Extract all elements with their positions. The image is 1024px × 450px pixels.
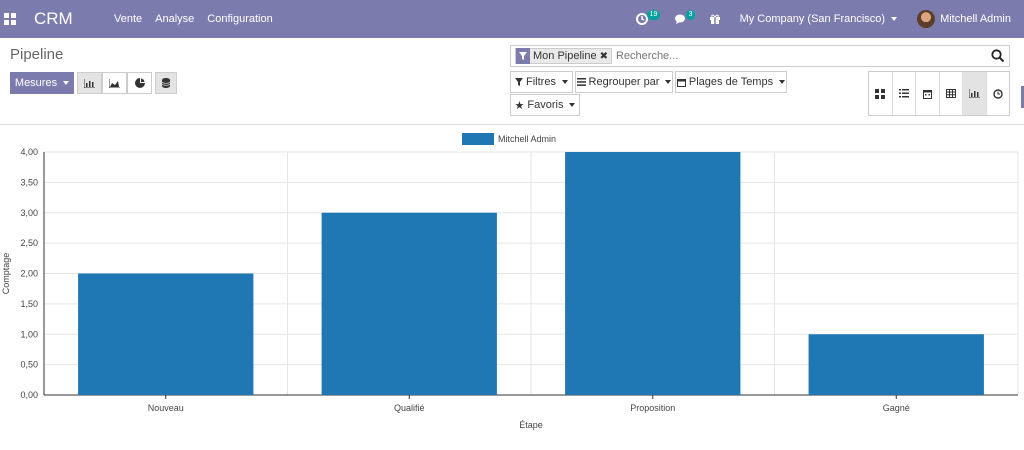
filter-icon — [516, 48, 530, 64]
y-tick-label: 4,00 — [20, 147, 38, 157]
gift-icon — [709, 14, 720, 24]
company-switcher[interactable]: My Company (San Francisco) — [740, 0, 898, 38]
pie-chart-mode-button[interactable] — [127, 72, 152, 94]
apps-menu-icon[interactable] — [4, 13, 16, 25]
bar-chart-mode-button[interactable] — [77, 72, 102, 94]
company-name: My Company (San Francisco) — [739, 13, 886, 25]
groupby-dropdown[interactable]: Regrouper par — [575, 71, 673, 93]
kanban-icon — [875, 88, 886, 99]
y-tick-label: 1,00 — [20, 329, 38, 339]
calendar-icon — [676, 78, 686, 87]
graph-view-button[interactable] — [963, 72, 987, 115]
breadcrumb: Pipeline — [10, 46, 64, 63]
bars-icon — [576, 78, 586, 86]
x-tick-label: Nouveau — [148, 403, 184, 413]
pie-chart-icon — [134, 78, 145, 88]
top-navbar: CRM Vente Analyse Configuration 19 3 My … — [0, 0, 1024, 38]
legend-label: Mitchell Admin — [498, 134, 556, 144]
user-avatar[interactable] — [917, 10, 936, 28]
messages-menu[interactable]: 3 — [674, 0, 699, 38]
search-bar: Mon Pipeline ✖ — [510, 45, 1010, 67]
y-axis-label: Comptage — [1, 253, 11, 295]
bar-chart-icon — [84, 78, 95, 88]
activities-menu[interactable]: 19 — [635, 0, 661, 38]
caret-down-icon — [63, 81, 70, 85]
calendar-icon — [922, 89, 932, 99]
star-icon: ★ — [514, 99, 525, 112]
bar-chart-icon — [968, 89, 980, 98]
messages-badge: 3 — [685, 10, 696, 20]
menu-item-analyse[interactable]: Analyse — [155, 13, 195, 25]
table-icon — [945, 89, 956, 98]
caret-down-icon — [569, 103, 576, 107]
bar-2 — [565, 152, 741, 395]
menu-item-vente[interactable]: Vente — [114, 13, 143, 25]
main-menu: Vente Analyse Configuration — [114, 13, 273, 25]
search-icon[interactable] — [991, 49, 1005, 63]
y-tick-label: 1,50 — [20, 299, 38, 309]
x-tick-label: Gagné — [883, 403, 910, 413]
clock-icon — [635, 13, 648, 25]
menu-item-configuration[interactable]: Configuration — [207, 13, 273, 25]
caret-down-icon — [891, 17, 898, 21]
measures-button[interactable]: Mesures — [10, 72, 74, 94]
pivot-view-button[interactable] — [940, 72, 963, 115]
activity-view-button[interactable] — [987, 72, 1010, 115]
filters-dropdown[interactable]: Filtres — [510, 71, 573, 93]
filter-icon — [515, 78, 524, 86]
app-brand[interactable]: CRM — [34, 9, 73, 28]
list-icon — [898, 89, 909, 98]
clock-icon — [993, 88, 1003, 99]
user-menu[interactable]: Mitchell Admin — [940, 13, 1011, 25]
kanban-view-button[interactable] — [869, 72, 893, 115]
view-switcher — [868, 71, 1010, 116]
search-input[interactable] — [615, 50, 1009, 62]
area-chart-icon — [109, 78, 120, 88]
facet-label: Mon Pipeline — [533, 50, 597, 62]
bar-3 — [808, 334, 984, 395]
chat-icon — [674, 14, 685, 24]
database-icon — [162, 78, 170, 88]
x-tick-label: Proposition — [630, 403, 675, 413]
side-panel-tab[interactable] — [1021, 86, 1024, 108]
y-tick-label: 0,00 — [20, 390, 38, 400]
x-tick-label: Qualifié — [394, 403, 425, 413]
control-panel-divider — [0, 124, 1024, 125]
gift-menu[interactable] — [709, 0, 720, 38]
y-tick-label: 3,00 — [20, 208, 38, 218]
timeranges-dropdown[interactable]: Plages de Temps — [675, 71, 787, 93]
bar-chart: 0,00 0,50 1,00 1,50 2,00 2,50 3,00 3,50 4,00 Nouv… — [1, 133, 1019, 430]
y-tick-label: 2,50 — [20, 238, 38, 248]
graph-view: 0,00 0,50 1,00 1,50 2,00 2,50 3,00 3,50 4,00 Nouv… — [0, 125, 1024, 445]
x-axis-label: Étape — [519, 420, 543, 430]
bar-0 — [78, 273, 254, 395]
list-view-button[interactable] — [893, 72, 916, 115]
calendar-view-button[interactable] — [916, 72, 940, 115]
favorites-dropdown[interactable]: ★ Favoris — [510, 94, 580, 116]
stacked-toggle-button[interactable] — [155, 72, 177, 94]
y-tick-label: 3,50 — [20, 177, 38, 187]
caret-down-icon — [665, 80, 672, 84]
line-chart-mode-button[interactable] — [102, 72, 127, 94]
legend-swatch — [462, 133, 494, 145]
y-tick-label: 2,00 — [20, 269, 38, 279]
facet-remove-icon[interactable]: ✖ — [599, 50, 608, 62]
caret-down-icon — [779, 80, 786, 84]
bar-1 — [321, 212, 497, 395]
y-tick-label: 0,50 — [20, 360, 38, 370]
search-facet: Mon Pipeline ✖ — [515, 48, 612, 64]
activities-badge: 19 — [646, 10, 661, 20]
caret-down-icon — [561, 80, 568, 84]
